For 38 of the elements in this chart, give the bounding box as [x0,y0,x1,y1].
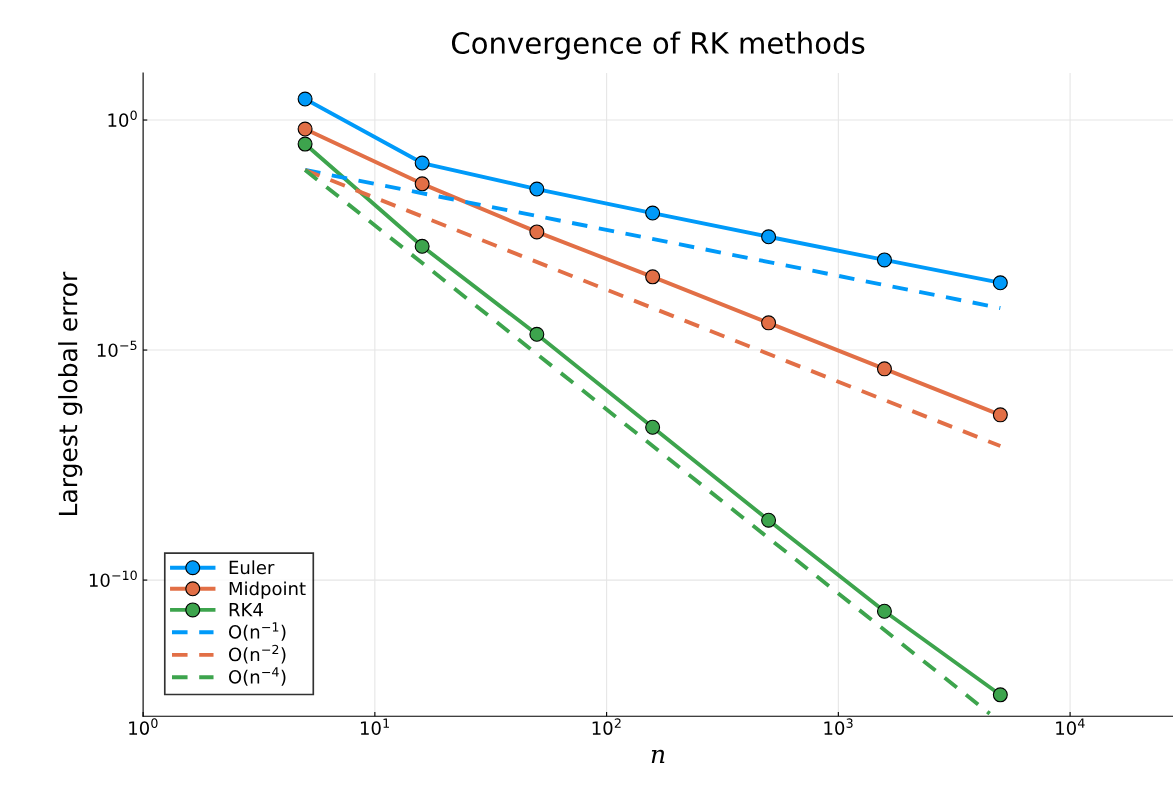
point [761,512,777,528]
x-tick-label: 10$^{3}$ [824,718,853,735]
x-tick-label: 10$^{4}$ [1056,718,1085,735]
point [645,205,661,221]
point [876,252,892,268]
point [876,603,892,619]
point [414,155,430,171]
x-tick-label: 10$^{1}$ [360,718,389,735]
x-tick-label: 10$^{0}$ [129,718,158,735]
chart-title: Convergence of RK methods [451,31,865,60]
legend-label: O(n$^{−1}$) [228,622,286,641]
legend-label: O(n$^{−4}$) [228,667,286,686]
legend-label: Euler [229,560,275,575]
legend-label: RK4 [229,603,263,617]
legend-label: O(n$^{−2}$) [228,644,286,664]
legend-label: Midpoint [229,581,306,599]
x-axis-title: n [651,749,665,764]
point [992,687,1008,703]
point [297,91,313,107]
point [645,419,661,435]
x-tick-label: 10$^{2}$ [592,718,621,735]
point [414,176,430,192]
point [761,315,777,331]
point [414,238,430,254]
point [645,269,661,285]
point [992,275,1008,291]
point [876,361,892,377]
y-tick-label: 10$^{−10}$ [89,570,137,588]
point [529,224,545,240]
y-tick-label: 10$^{−5}$ [97,340,137,358]
point [992,407,1008,423]
point [529,181,545,197]
y-tick-label: 10$^{0}$ [108,110,137,128]
point [529,326,545,342]
point [297,136,313,152]
point [297,121,313,137]
point [761,229,777,245]
y-axis-title: Largest global error [58,271,83,516]
